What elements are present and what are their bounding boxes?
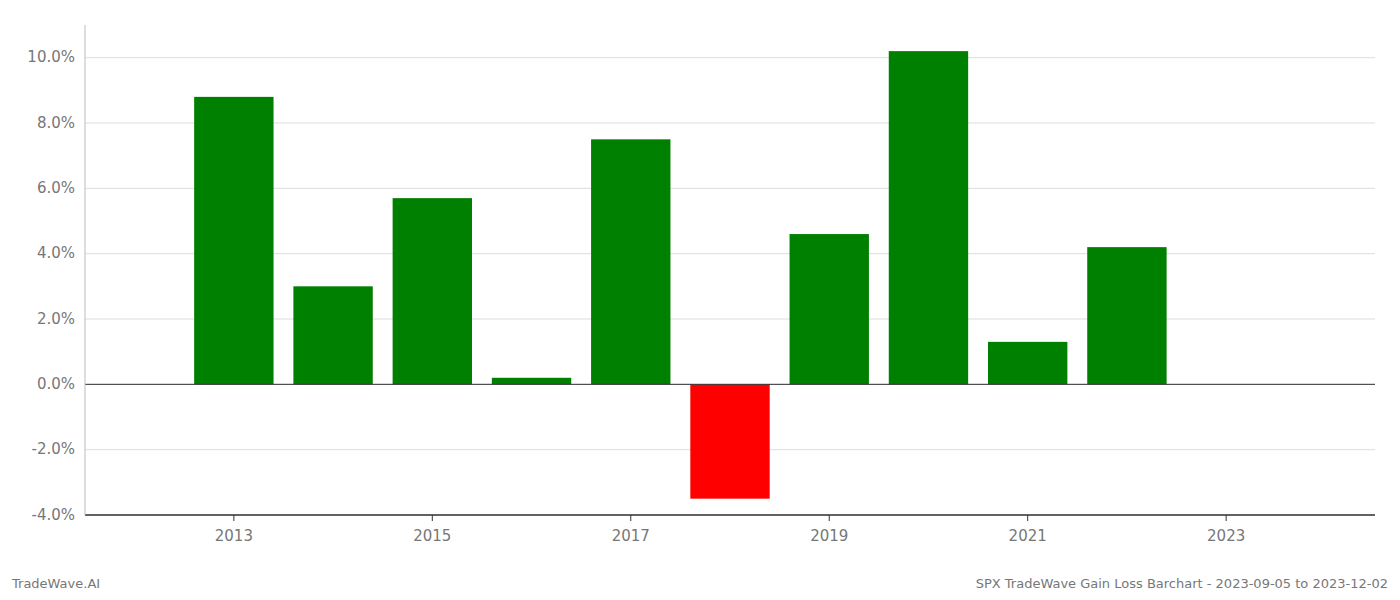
grid-line bbox=[85, 515, 1375, 516]
bar bbox=[1087, 247, 1166, 384]
x-tick-label: 2019 bbox=[810, 527, 848, 545]
x-tick bbox=[432, 515, 433, 521]
x-tick-label: 2023 bbox=[1207, 527, 1245, 545]
x-tick-label: 2021 bbox=[1009, 527, 1047, 545]
x-tick-label: 2015 bbox=[413, 527, 451, 545]
y-tick-label: 8.0% bbox=[37, 114, 75, 132]
x-tick bbox=[630, 515, 631, 521]
grid-line bbox=[85, 319, 1375, 320]
bar bbox=[194, 97, 273, 384]
y-tick-label: 0.0% bbox=[37, 375, 75, 393]
x-tick bbox=[233, 515, 234, 521]
bars bbox=[194, 51, 1166, 499]
bar bbox=[690, 384, 769, 498]
grid-line bbox=[85, 188, 1375, 189]
bar bbox=[790, 234, 869, 384]
y-tick-label: 6.0% bbox=[37, 179, 75, 197]
grid bbox=[85, 58, 1375, 515]
x-axis-line bbox=[85, 514, 1375, 516]
x-tick-label: 2013 bbox=[215, 527, 253, 545]
x-tick bbox=[829, 515, 830, 521]
footer-text: SPX TradeWave Gain Loss Barchart - 2023-… bbox=[976, 576, 1388, 591]
x-tick bbox=[1027, 515, 1028, 521]
bar bbox=[889, 51, 968, 384]
zero-line bbox=[85, 384, 1375, 385]
footer-text: TradeWave.AI bbox=[11, 576, 100, 591]
chart: -4.0% -2.0% 0.0% 2.0% 4.0% 6.0% 8.0% 10.0% 2013 2… bbox=[0, 0, 1400, 600]
grid-line bbox=[85, 57, 1375, 58]
y-axis-line bbox=[85, 25, 86, 515]
bar bbox=[492, 378, 571, 385]
bar bbox=[293, 286, 372, 384]
y-tick-label: 10.0% bbox=[27, 48, 75, 66]
x-tick-label: 2017 bbox=[612, 527, 650, 545]
grid-line bbox=[85, 384, 1375, 385]
y-tick-label: 2.0% bbox=[37, 310, 75, 328]
grid-line bbox=[85, 253, 1375, 254]
y-tick-label: -2.0% bbox=[31, 440, 75, 458]
axes: -4.0% -2.0% 0.0% 2.0% 4.0% 6.0% 8.0% 10.0% 2013 2… bbox=[27, 25, 1375, 545]
y-tick-label: -4.0% bbox=[31, 506, 75, 524]
y-tick-label: 4.0% bbox=[37, 244, 75, 262]
bar bbox=[393, 198, 472, 384]
bar bbox=[988, 342, 1067, 384]
bar bbox=[591, 139, 670, 384]
x-tick bbox=[1226, 515, 1227, 521]
grid-line bbox=[85, 123, 1375, 124]
